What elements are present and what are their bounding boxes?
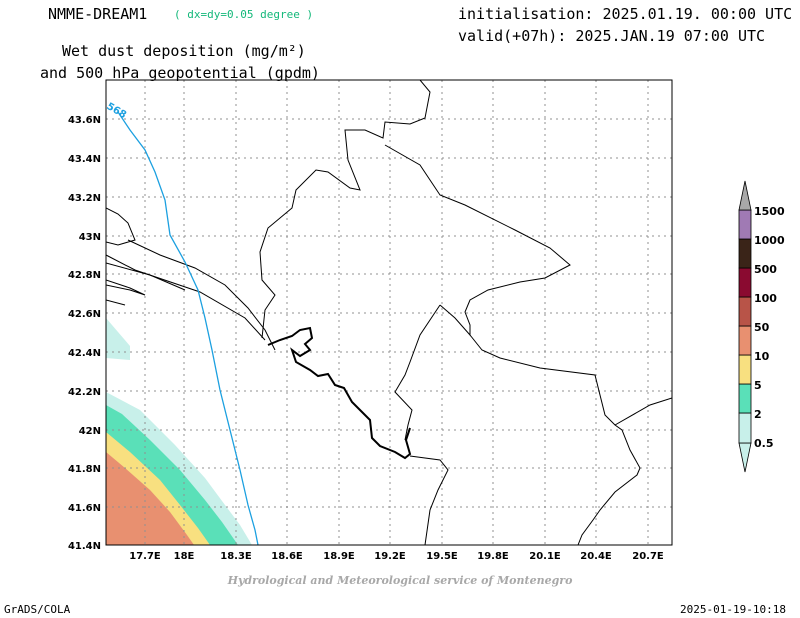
colorbar-label: 5 [754,379,762,392]
lat-label: 43.4N [68,154,101,165]
title-line-2: and 500 hPa geopotential (gpdm) [40,64,320,82]
fill-0-5 [106,318,130,360]
lon-label: 20.7E [632,551,664,562]
lon-label: 19.8E [477,551,509,562]
lon-label: 18.3E [220,551,252,562]
lat-label: 42.2N [68,387,101,398]
lon-label: 18E [174,551,195,562]
grid-lines [106,80,672,545]
colorbar-label: 1500 [754,205,785,218]
lat-label: 41.4N [68,541,101,552]
geopotential-568-contour [117,111,259,545]
valid-time: valid(+07h): 2025.JAN.19 07:00 UTC [458,27,766,45]
lon-label: 20.4E [580,551,612,562]
map-area [106,80,672,545]
island-2 [106,299,126,306]
lon-label: 18.9E [323,551,355,562]
colorbar-arrow-high [738,180,752,211]
coastline-montenegro [267,326,412,460]
lat-label: 41.6N [68,503,101,514]
lon-label: 18.6E [271,551,303,562]
lat-label: 42.8N [68,270,101,281]
border-serbia-montenegro [384,144,571,337]
lat-label: 43.2N [68,193,101,204]
model-name: NMME-DREAM1 [48,5,148,23]
lon-labels: 17.7E 18E 18.3E 18.6E 18.9E 19.2E 19.5E … [129,551,664,562]
initialisation-time: initialisation: 2025.01.19. 00:00 UTC [458,5,793,23]
lon-label: 20.1E [529,551,561,562]
colorbar-segment [738,383,752,414]
colorbar-label: 500 [754,263,777,276]
lat-label: 43N [79,232,101,243]
model-resolution: ( dx=dy=0.05 degree ) [174,8,314,21]
border-albania-south [409,455,449,545]
peljesac-1 [106,254,266,341]
colorbar-segment [738,296,752,327]
footer-software: GrADS/COLA [4,603,71,616]
map-frame [105,79,673,546]
lat-labels: 43.6N 43.4N 43.2N 43N 42.8N 42.6N 42.4N … [68,115,101,552]
colorbar-segment [738,209,752,240]
country-borders [106,80,672,545]
colorbar-segment [738,354,752,385]
colorbar-label: 1000 [754,234,785,247]
colorbar-segment [738,325,752,356]
colorbar-segment [738,412,752,444]
colorbar-label: 100 [754,292,777,305]
peljesac-2 [106,262,186,291]
contour-label-568: 568 [105,101,129,121]
border-kosovo [469,334,641,545]
island-1 [106,279,146,296]
lat-label: 42N [79,426,101,437]
colorbar-segment [738,267,752,298]
colorbar-label: 50 [754,321,770,334]
lat-label: 42.4N [68,348,101,359]
border-albania-montenegro [394,304,441,441]
border-croatia-west [106,207,136,246]
title-line-1: Wet dust deposition (mg/m²) [62,42,306,60]
colorbar: 0.5 2 5 10 50 100 500 1000 1500 [738,180,785,473]
lat-label: 42.6N [68,309,101,320]
colorbar-label: 10 [754,350,770,363]
border-albania-east [614,397,672,426]
colorbar-label: 0.5 [754,437,774,450]
lon-label: 19.2E [374,551,406,562]
lat-label: 41.8N [68,464,101,475]
lon-label: 17.7E [129,551,161,562]
colorbar-arrow-low [738,442,752,473]
fill-10 [106,452,194,545]
colorbar-segment [738,238,752,269]
border-bih-east [259,80,431,339]
colorbar-label: 2 [754,408,762,421]
lat-label: 43.6N [68,115,101,126]
credit-text: Hydrological and Meteorological service … [227,574,573,587]
footer-timestamp: 2025-01-19-10:18 [680,603,786,616]
lon-label: 19.5E [426,551,458,562]
border-croatia-bih-south [127,239,276,351]
